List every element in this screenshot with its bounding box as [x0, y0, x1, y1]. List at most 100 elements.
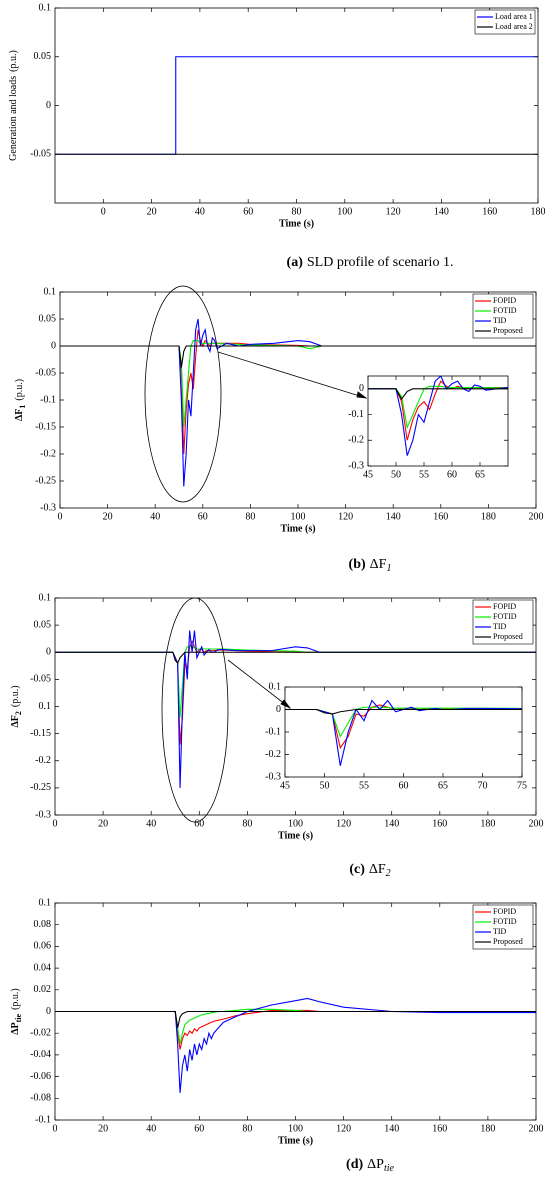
- series-line: [55, 1010, 536, 1028]
- x-tick-label: 75: [517, 780, 527, 791]
- y-tick-label: 0: [276, 704, 281, 715]
- x-tick-label: 180: [480, 1123, 495, 1134]
- x-tick-label: 40: [146, 818, 156, 829]
- y-label-symbol: Generation and loads: [8, 76, 19, 161]
- caption: (d) ΔPtie: [346, 1157, 394, 1174]
- series-line: [60, 340, 536, 428]
- x-tick-label: 65: [475, 469, 485, 480]
- annotations: [144, 285, 368, 823]
- x-tick-label: 55: [419, 469, 429, 480]
- x-axis-label: Time (s): [280, 523, 315, 534]
- x-tick-label: 120: [338, 511, 353, 522]
- y-label-sub: 1: [18, 405, 27, 409]
- y-axis-label: ΔF2 (p.u.): [10, 685, 23, 727]
- zoom-arrow: [217, 351, 367, 399]
- y-tick-label: 0: [359, 383, 364, 394]
- caption-label: (d): [346, 1157, 363, 1172]
- y-tick-label: -0.05: [30, 674, 51, 685]
- legend-label: TID: [493, 927, 507, 936]
- x-tick-label: 200: [529, 818, 544, 829]
- plot-area: [55, 8, 538, 203]
- y-tick-label: 0.06: [34, 941, 52, 952]
- x-tick-label: 50: [320, 780, 330, 791]
- series-line: [60, 318, 536, 487]
- legend-label: Load area 2: [495, 22, 533, 31]
- y-tick-label: -0.3: [35, 809, 51, 820]
- x-tick-label: 80: [242, 1123, 252, 1134]
- zoom-ellipse: [144, 285, 222, 503]
- x-tick-label: 140: [434, 206, 449, 217]
- y-tick-label: 0: [46, 1006, 51, 1017]
- legend-label: FOTID: [493, 917, 517, 926]
- y-tick-label: -0.1: [40, 394, 56, 405]
- series-line: [285, 708, 522, 715]
- caption: (b) ΔF1: [349, 557, 392, 574]
- legend-label: Proposed: [493, 937, 523, 946]
- x-tick-label: 60: [399, 780, 409, 791]
- x-tick-label: 100: [337, 206, 352, 217]
- x-tick-label: 140: [384, 1123, 399, 1134]
- x-tick-label: 200: [529, 511, 544, 522]
- caption-sub: tie: [384, 1163, 395, 1174]
- x-tick-label: 65: [438, 780, 448, 791]
- y-label-sub: tie: [14, 1013, 23, 1022]
- arrow-head: [280, 699, 292, 709]
- y-tick-label: 0: [46, 100, 51, 111]
- y-tick-label: 0: [51, 340, 56, 351]
- y-tick-label: -0.25: [35, 475, 56, 486]
- legend-label: Proposed: [493, 632, 523, 641]
- arrow-head: [356, 391, 368, 399]
- y-tick-label: -0.1: [35, 1114, 51, 1125]
- y-label-unit: (p.u.): [14, 379, 25, 401]
- x-tick-label: 40: [195, 206, 205, 217]
- plot-area: [368, 376, 508, 466]
- legend-label: FOPID: [493, 602, 516, 611]
- y-axis-label: ΔF1 (p.u.): [14, 379, 27, 421]
- y-tick-label: -0.08: [30, 1093, 51, 1104]
- plot-area: [285, 687, 522, 777]
- zoom-ellipse: [161, 597, 229, 823]
- series-line: [55, 651, 536, 665]
- legend-label: FOTID: [493, 612, 517, 621]
- x-tick-label: 120: [386, 206, 401, 217]
- caption-sub: 1: [386, 563, 391, 574]
- y-tick-label: -0.25: [30, 782, 51, 793]
- legend-label: TID: [493, 622, 507, 631]
- y-tick-label: -0.15: [35, 421, 56, 432]
- x-tick-label: 50: [391, 469, 401, 480]
- x-tick-label: 120: [336, 1123, 351, 1134]
- x-tick-label: 40: [150, 511, 160, 522]
- y-tick-label: 0.1: [44, 286, 57, 297]
- x-tick-label: 45: [280, 780, 290, 791]
- y-tick-label: 0: [46, 647, 51, 658]
- y-tick-label: 0.1: [39, 592, 52, 603]
- legend-label: FOTID: [493, 306, 517, 315]
- x-tick-label: 40: [146, 1123, 156, 1134]
- x-tick-label: 160: [432, 818, 447, 829]
- x-tick-label: 140: [384, 818, 399, 829]
- y-tick-label: -0.06: [30, 1071, 51, 1082]
- x-tick-label: 45: [363, 469, 373, 480]
- y-tick-label: -0.3: [265, 771, 281, 782]
- y-tick-label: 0.1: [39, 701, 52, 712]
- x-tick-label: 180: [481, 511, 496, 522]
- series-line: [55, 997, 536, 1093]
- y-tick-label: -0.15: [30, 728, 51, 739]
- x-tick-label: 180: [531, 206, 546, 217]
- y-tick-label: -0.2: [40, 448, 56, 459]
- x-tick-label: 20: [103, 511, 113, 522]
- plot: 0 20 40 60 80 100 120 140 160 180 -0.05 0 0.05 0.1: [30, 2, 545, 217]
- y-axis-label: ΔPtie (p.u.): [10, 988, 23, 1035]
- y-tick-label: -0.2: [265, 749, 281, 760]
- caption: (c) ΔF2: [349, 862, 390, 879]
- x-tick-label: 60: [194, 818, 204, 829]
- caption-sub: 2: [386, 868, 391, 879]
- x-tick-label: 20: [147, 206, 157, 217]
- y-tick-label: -0.1: [348, 409, 364, 420]
- y-tick-label: -0.3: [40, 502, 56, 513]
- x-tick-label: 20: [98, 1123, 108, 1134]
- caption-label: (b): [349, 557, 366, 572]
- x-tick-label: 70: [478, 780, 488, 791]
- y-tick-label: 0.1: [39, 897, 52, 908]
- legend-box: [474, 9, 536, 35]
